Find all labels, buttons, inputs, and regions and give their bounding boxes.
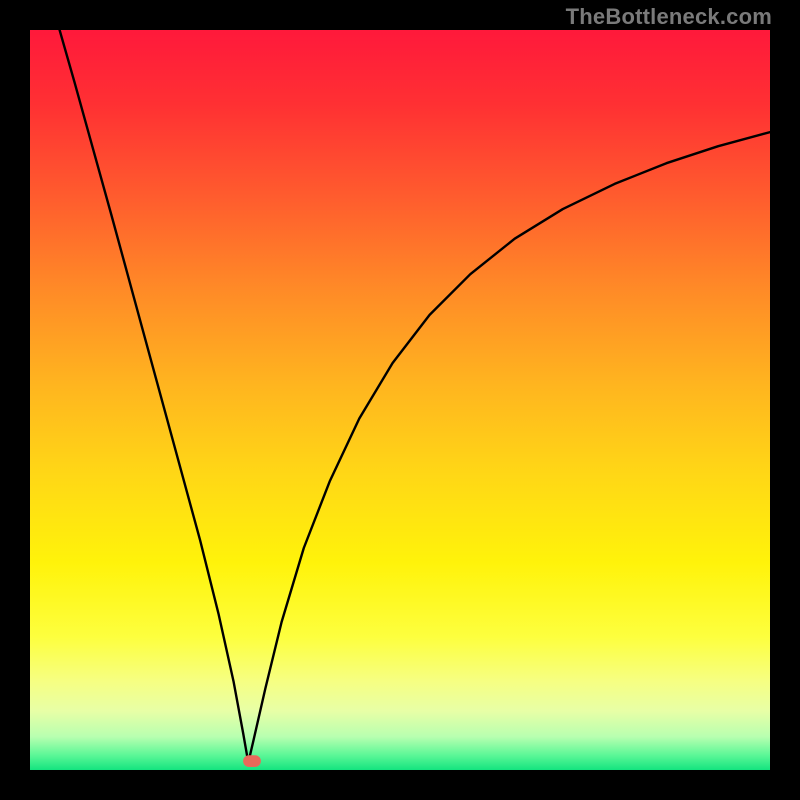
watermark-text: TheBottleneck.com — [566, 4, 772, 30]
chart-svg — [30, 30, 770, 770]
minimum-marker — [243, 755, 261, 767]
gradient-background — [30, 30, 770, 770]
plot-area — [30, 30, 770, 770]
